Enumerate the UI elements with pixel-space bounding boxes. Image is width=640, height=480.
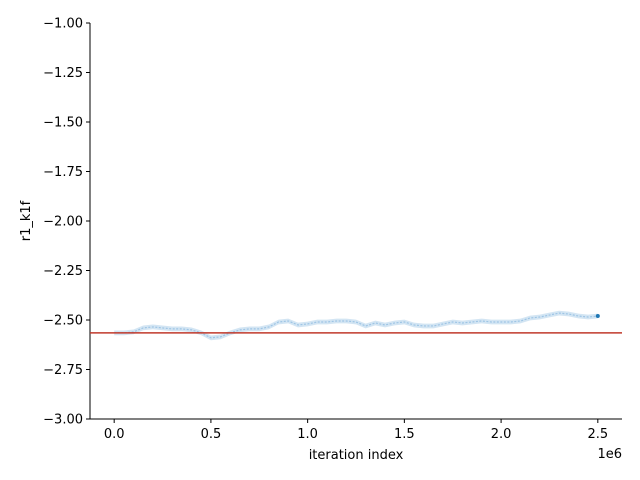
x-axis-label: iteration index bbox=[309, 448, 404, 463]
series-line bbox=[114, 312, 600, 339]
series-end-point bbox=[595, 314, 600, 319]
y-tick-label: −2.50 bbox=[43, 314, 83, 329]
y-tick-label: −1.50 bbox=[43, 116, 83, 131]
y-tick-label: −2.25 bbox=[43, 264, 83, 279]
y-tick-label: −2.00 bbox=[43, 215, 83, 230]
series-trace bbox=[114, 312, 598, 339]
y-axis-label: r1_k1f bbox=[19, 200, 34, 241]
x-tick-label: 2.0 bbox=[491, 427, 512, 442]
x-tick-label: 1.0 bbox=[297, 427, 318, 442]
y-tick-label: −1.00 bbox=[43, 17, 83, 32]
series-band bbox=[114, 310, 598, 341]
y-tick-label: −1.25 bbox=[43, 66, 83, 81]
x-tick-label: 2.5 bbox=[587, 427, 608, 442]
x-axis-offset-text: 1e6 bbox=[597, 447, 622, 462]
x-tick-label: 0.0 bbox=[104, 427, 125, 442]
y-tick-label: −3.00 bbox=[43, 413, 83, 428]
x-tick-label: 0.5 bbox=[201, 427, 222, 442]
x-tick-label: 1.5 bbox=[394, 427, 415, 442]
ticks: 0.0 0.5 1.0 1.5 2.0 2.5 −1.00 −1.25 −1.50 −1.75 −2… bbox=[43, 17, 608, 443]
axes bbox=[89, 23, 622, 420]
y-tick-label: −1.75 bbox=[43, 165, 83, 180]
confidence-band bbox=[114, 310, 598, 341]
y-tick-label: −2.75 bbox=[43, 363, 83, 378]
